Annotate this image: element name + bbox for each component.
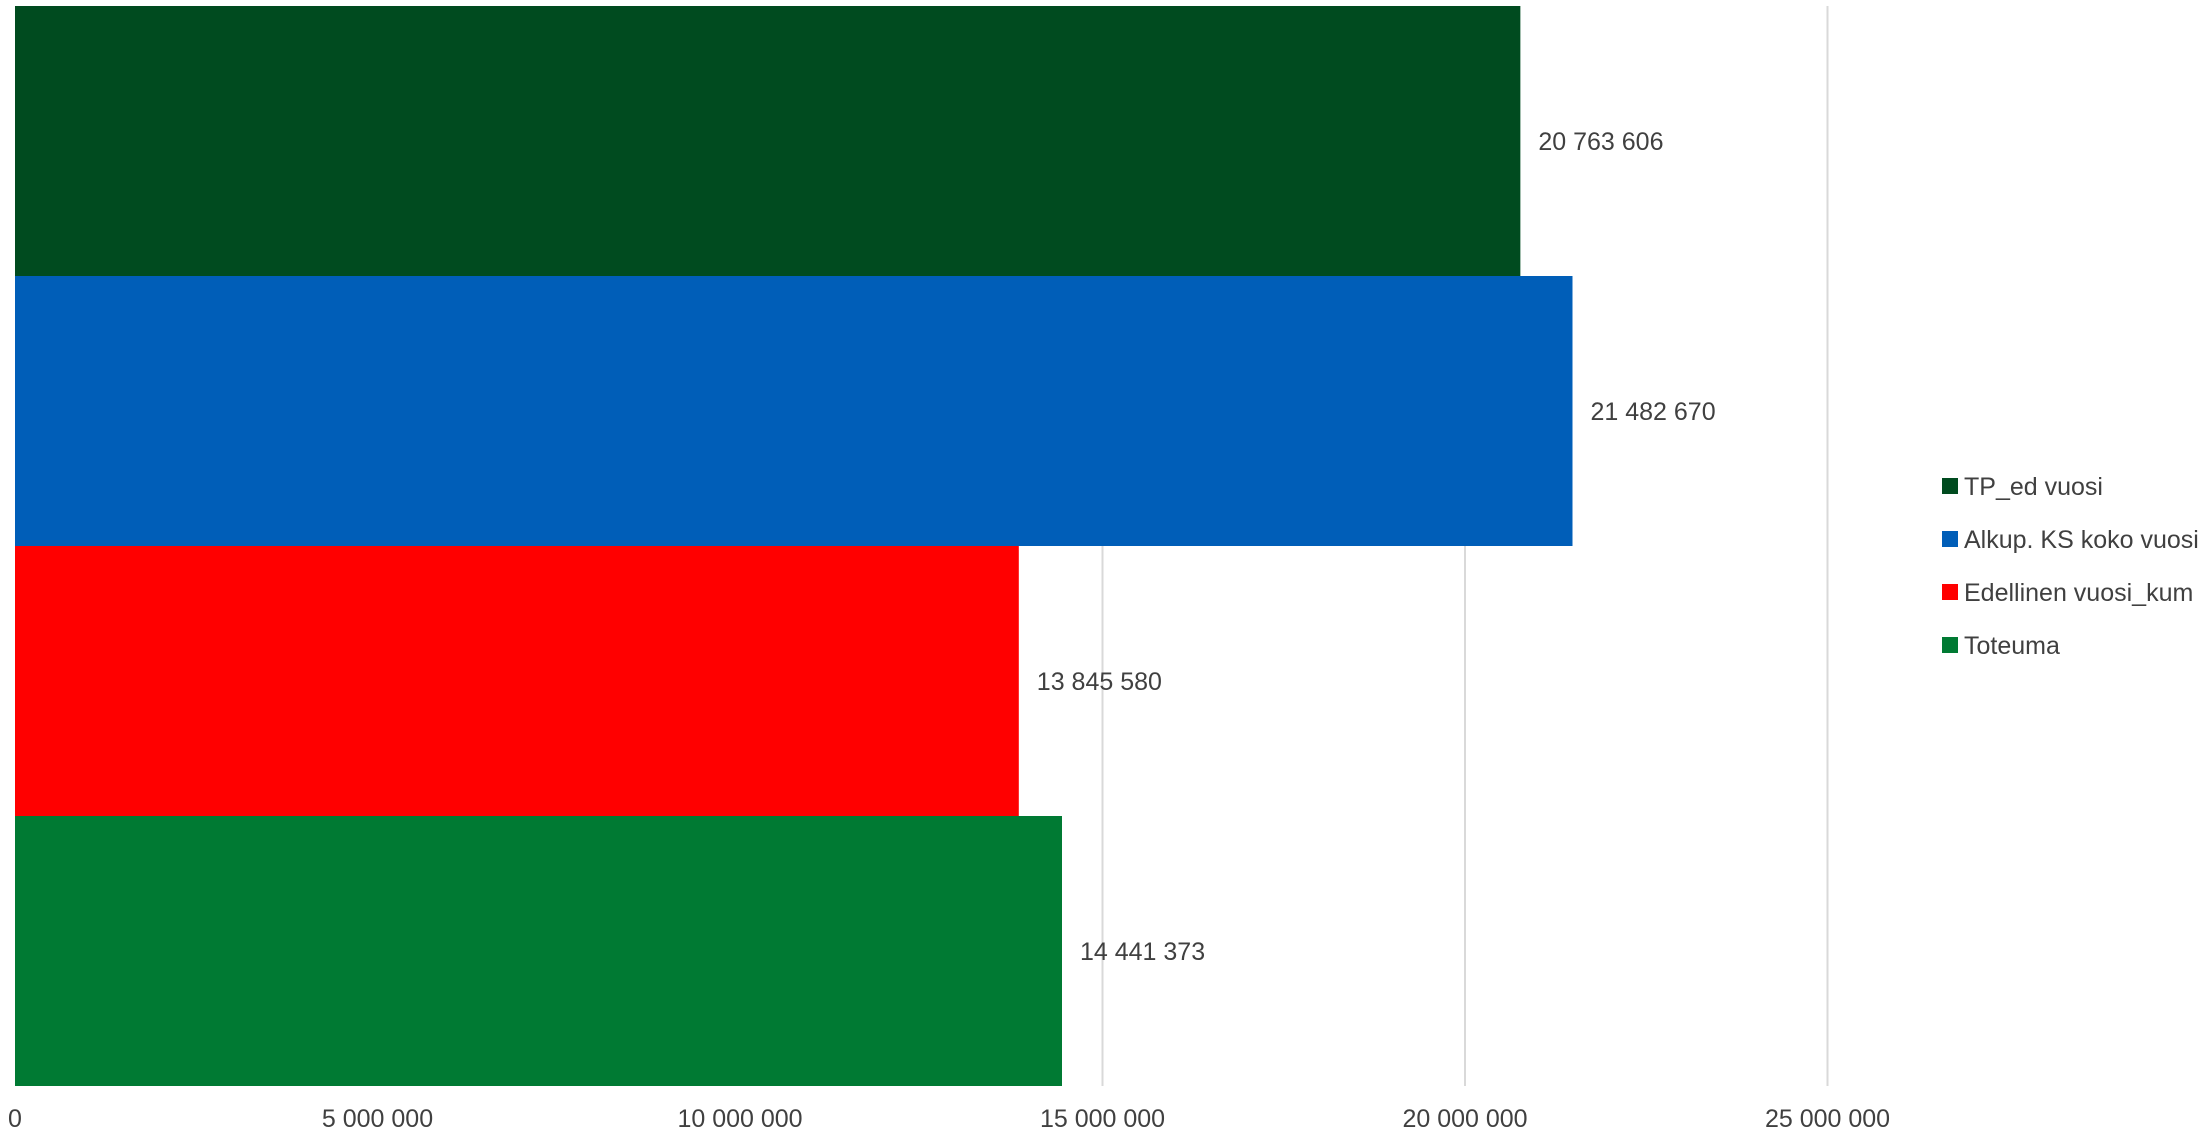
x-tick-label: 5 000 000: [322, 1105, 433, 1133]
x-tick-label: 0: [8, 1105, 22, 1133]
x-tick-label: 20 000 000: [1402, 1105, 1527, 1133]
bar-1: [15, 6, 1521, 276]
bar-4: [15, 816, 1062, 1086]
legend-label: TP_ed vuosi: [1964, 473, 2103, 501]
legend-swatch: [1942, 531, 1958, 547]
x-tick-label: 10 000 000: [677, 1105, 802, 1133]
bar-3: [15, 546, 1019, 816]
legend-swatch: [1942, 584, 1958, 600]
legend-label: Alkup. KS koko vuosi: [1964, 526, 2199, 554]
legend-swatch: [1942, 478, 1958, 494]
x-tick-label: 15 000 000: [1040, 1105, 1165, 1133]
bars: [15, 6, 1573, 1086]
data-label-1: 20 763 606: [1538, 128, 1663, 156]
x-tick-label: 25 000 000: [1765, 1105, 1890, 1133]
legend-swatch: [1942, 637, 1958, 653]
data-label-2: 21 482 670: [1590, 398, 1715, 426]
legend-label: Toteuma: [1964, 632, 2060, 660]
legend: TP_ed vuosi Alkup. KS koko vuosi Edellinen…: [1942, 473, 2199, 660]
bar-2: [15, 276, 1573, 546]
data-label-3: 13 845 580: [1037, 668, 1162, 696]
data-labels: 20 763 606 21 482 670 13 845 580 14 441 373: [1037, 128, 1716, 966]
data-label-4: 14 441 373: [1080, 938, 1205, 966]
legend-label: Edellinen vuosi_kum: [1964, 579, 2193, 607]
x-axis-tick-labels: 0 5 000 000 10 000 000 15 000 000 20 000 000…: [8, 1105, 1890, 1133]
